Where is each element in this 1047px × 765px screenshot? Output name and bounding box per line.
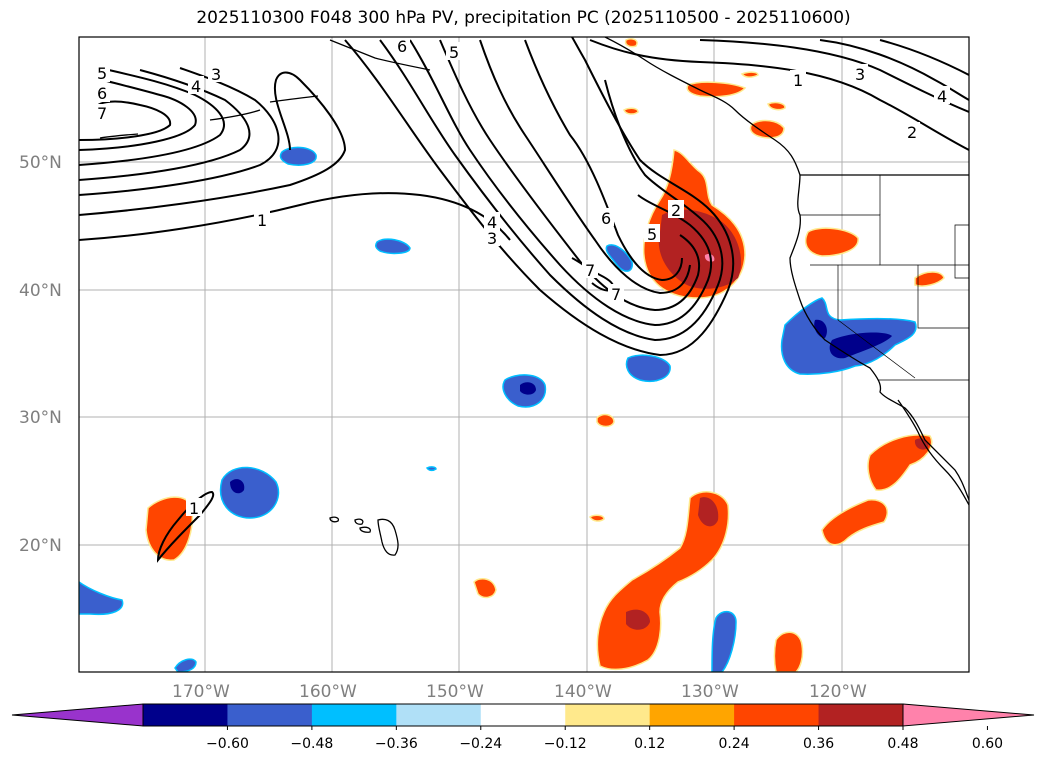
contour-label: 2	[907, 123, 917, 142]
colorbar-tick-label: −0.24	[459, 736, 502, 752]
colorbar-tick-label: 0.36	[803, 736, 834, 752]
colorbar-tick-label: 0.60	[972, 736, 1003, 752]
contour-label: 4	[487, 213, 497, 232]
colorbar-segment	[480, 704, 566, 726]
colorbar-extend-high	[902, 703, 1035, 727]
colorbar-extend-low	[11, 703, 144, 727]
graticule	[79, 37, 969, 672]
contour-label: 4	[937, 87, 947, 106]
colorbar-outline	[142, 703, 904, 727]
contour-label: 6	[97, 84, 107, 103]
latitude-labels: 50°N 40°N 30°N 20°N	[19, 153, 62, 556]
contour-label: 5	[97, 64, 107, 83]
colorbar-tick-label: −0.60	[206, 736, 249, 752]
colorbar-ticks: −0.60 −0.48 −0.36 −0.24 −0.12 0.12 0.24 0.36 0.4…	[206, 726, 1003, 752]
contour-label: 3	[487, 229, 497, 248]
contour-label: 6	[397, 37, 407, 56]
colorbar-tick-label: −0.12	[544, 736, 587, 752]
colorbar	[11, 703, 1035, 727]
contour-label: 7	[611, 285, 621, 304]
contour-label: 2	[671, 201, 681, 220]
positive-precip-areas	[145, 38, 945, 672]
lon-label: 120°W	[809, 682, 867, 702]
colorbar-tick-label: 0.24	[719, 736, 750, 752]
contour-label: 3	[211, 65, 221, 84]
lon-label: 130°W	[681, 682, 739, 702]
contour-label: 4	[191, 77, 201, 96]
contour-labels: 5 6 7 3 4 6 5 1 3 4 2 1 4 3	[94, 37, 950, 518]
colorbar-segment	[565, 704, 651, 726]
lon-label: 170°W	[172, 682, 230, 702]
lat-label: 50°N	[19, 153, 62, 173]
contour-label: 7	[97, 104, 107, 123]
state-borders	[800, 175, 969, 381]
map-title: 2025110300 F048 300 hPa PV, precipitatio…	[196, 8, 851, 28]
contour-label: 5	[647, 225, 657, 244]
colorbar-tick-label: 0.48	[887, 736, 918, 752]
colorbar-segment	[649, 704, 735, 726]
colorbar-tick-label: 0.12	[634, 736, 665, 752]
colorbar-tick-label: −0.36	[375, 736, 418, 752]
lat-label: 20°N	[19, 536, 62, 556]
contour-label: 7	[585, 261, 595, 280]
lon-label: 140°W	[554, 682, 612, 702]
colorbar-tick-label: −0.48	[290, 736, 333, 752]
colorbar-segment	[818, 704, 904, 726]
lon-label: 160°W	[299, 682, 357, 702]
contour-label: 5	[449, 43, 459, 62]
contour-label: 1	[257, 211, 267, 230]
negative-precip-areas	[79, 146, 917, 672]
coastlines	[99, 37, 969, 556]
contour-label: 6	[601, 209, 611, 228]
colorbar-segment	[227, 704, 313, 726]
colorbar-segment	[143, 704, 228, 726]
longitude-labels: 170°W 160°W 150°W 140°W 130°W 120°W	[172, 682, 867, 702]
colorbar-segment	[311, 704, 397, 726]
lat-label: 40°N	[19, 281, 62, 301]
contour-label: 1	[189, 499, 199, 518]
contour-label: 1	[793, 71, 803, 90]
colorbar-segment	[396, 704, 482, 726]
lat-label: 30°N	[19, 408, 62, 428]
colorbar-segment	[734, 704, 820, 726]
lon-label: 150°W	[426, 682, 484, 702]
map-border	[78, 36, 970, 673]
contour-label: 3	[855, 65, 865, 84]
